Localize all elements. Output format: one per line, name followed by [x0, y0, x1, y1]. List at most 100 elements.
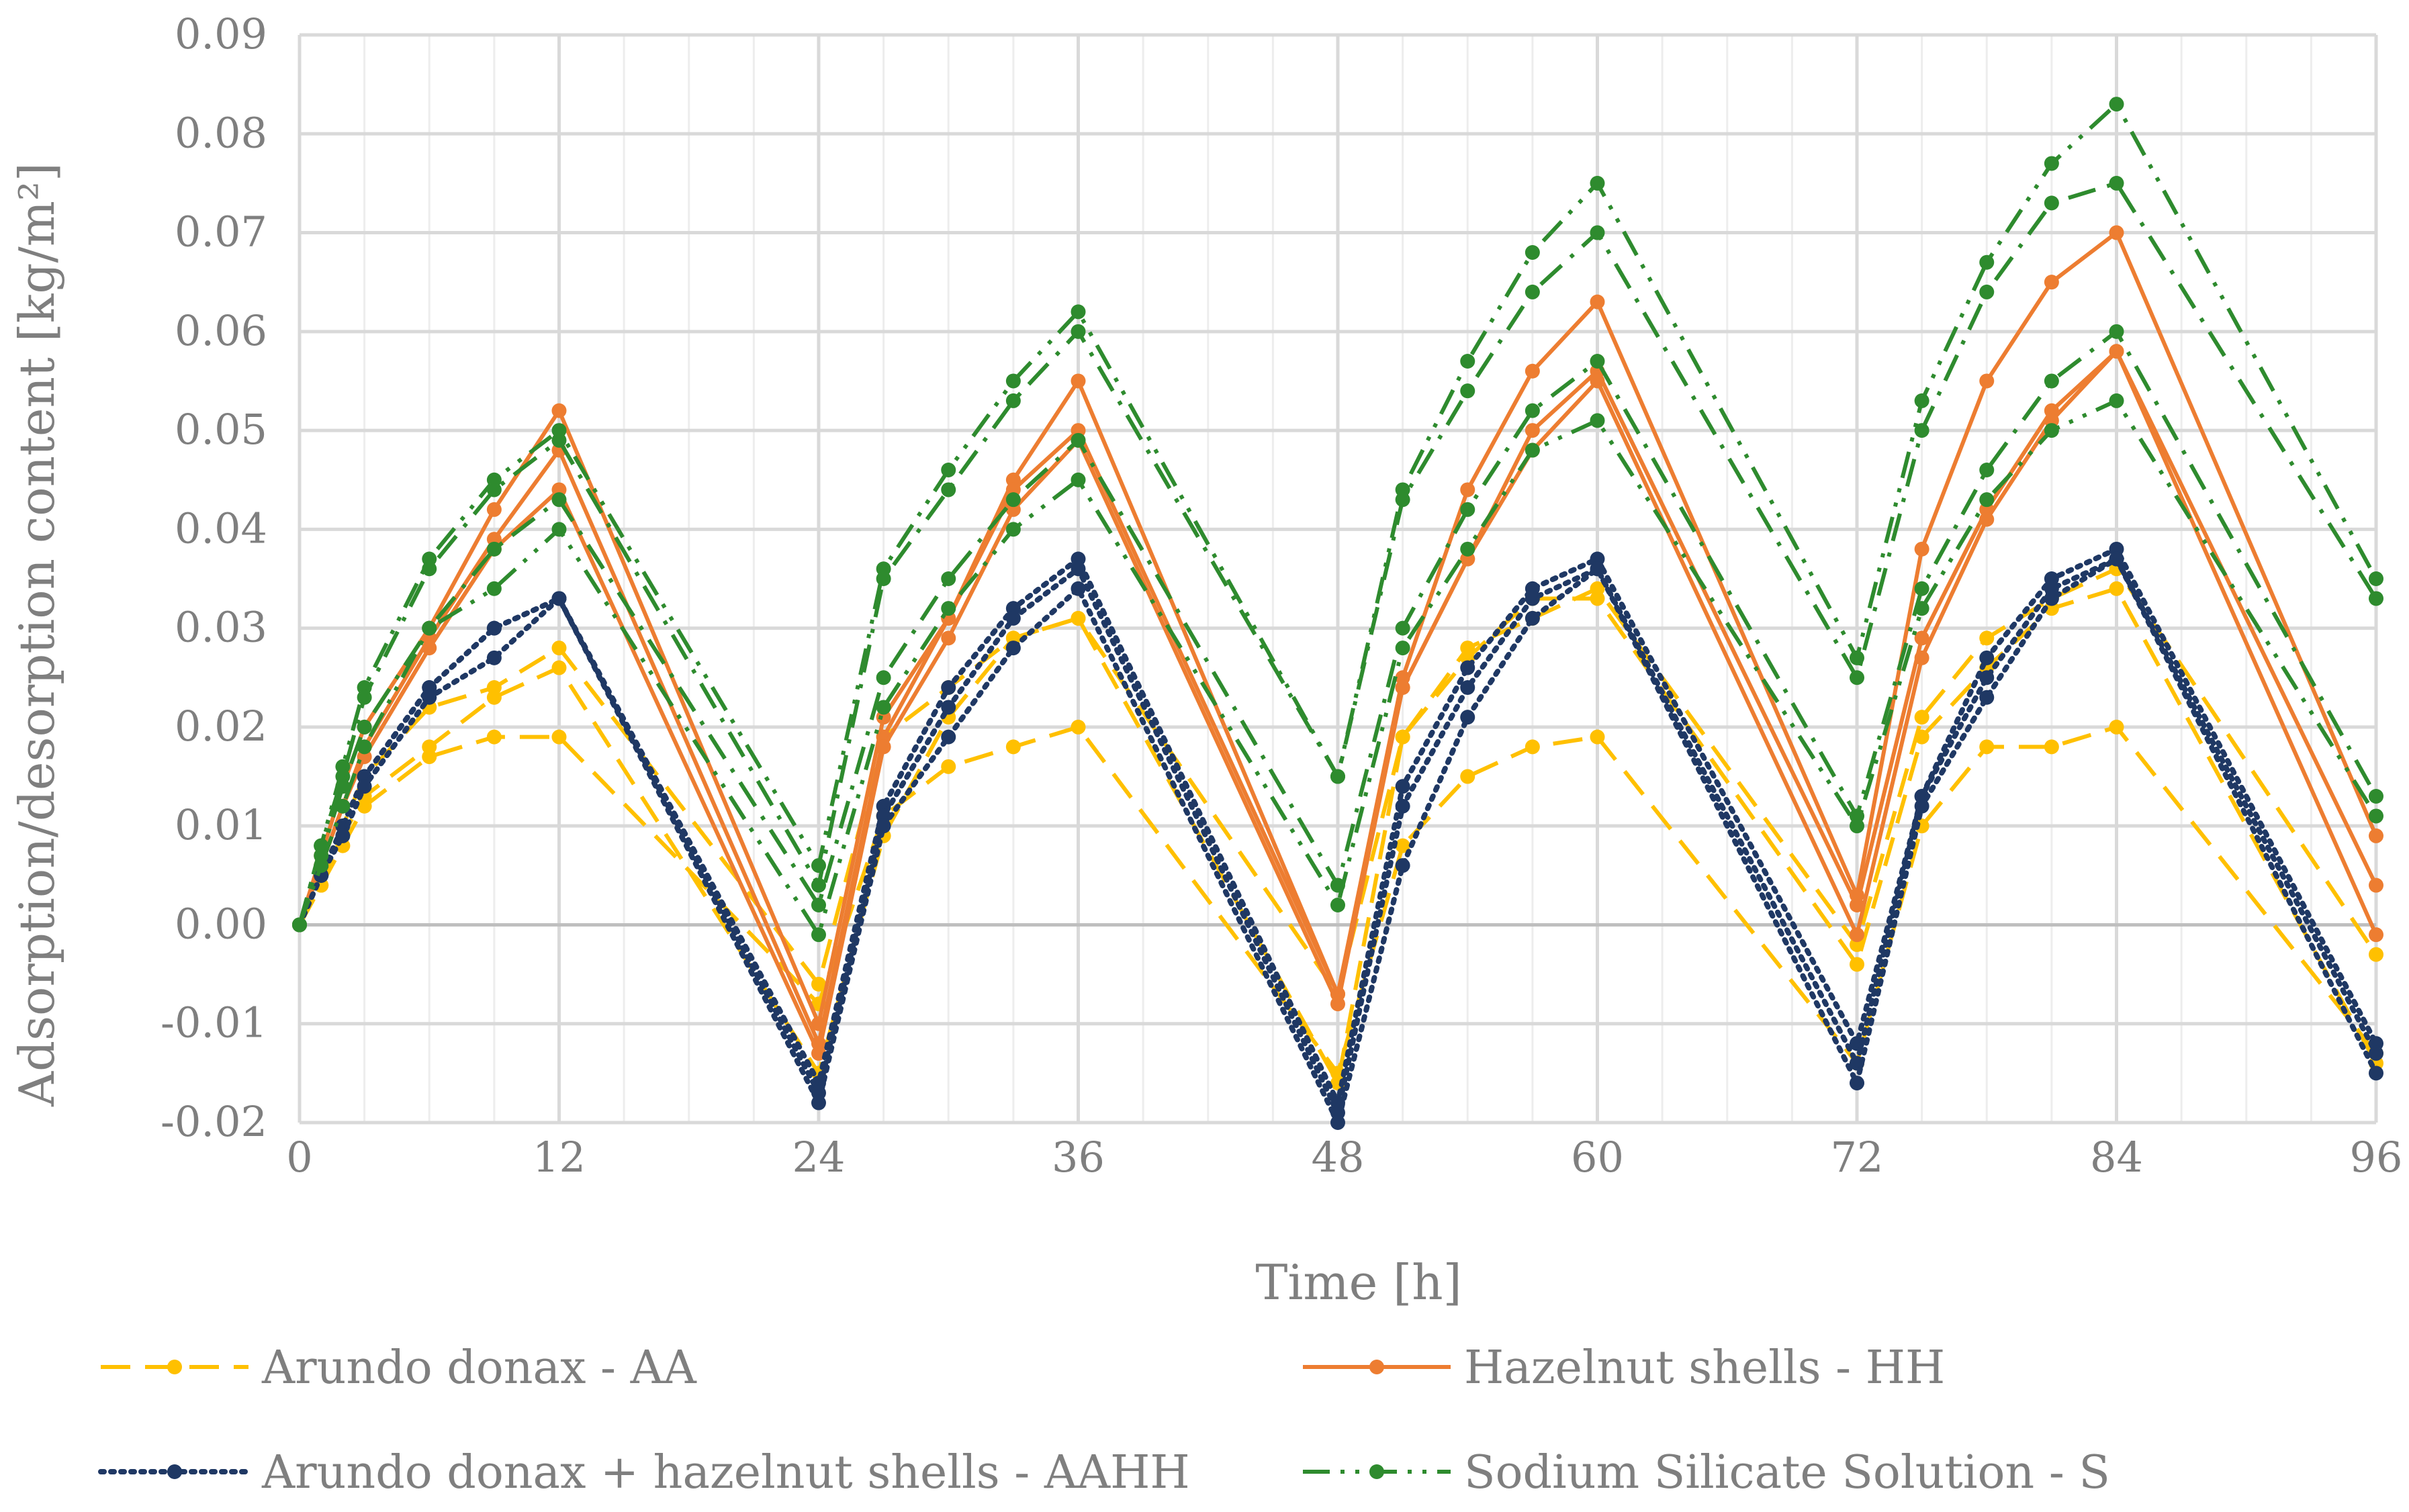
data-point [2044, 591, 2059, 606]
data-point [876, 670, 891, 686]
y-tick-label: 0.05 [175, 405, 267, 454]
data-point [1071, 581, 1086, 596]
data-point [486, 650, 502, 665]
data-point [1914, 729, 1929, 745]
data-point [551, 522, 567, 537]
series-s-12 [292, 393, 2383, 943]
y-tick-label: -0.01 [161, 998, 267, 1047]
data-point [551, 432, 567, 448]
data-point [1914, 541, 1929, 557]
data-point [2109, 393, 2124, 408]
data-point [1979, 512, 1995, 527]
legend-label: Sodium Silicate Solution - S [1464, 1446, 2110, 1499]
series-line [298, 102, 2378, 926]
data-point [1460, 710, 1475, 725]
data-point [357, 719, 372, 735]
data-point [1525, 284, 1540, 299]
data-point [2109, 344, 2124, 359]
data-point [1850, 1076, 1864, 1091]
x-tick-label: 36 [1052, 1133, 1105, 1182]
data-point [486, 729, 502, 745]
data-point [422, 561, 437, 577]
data-point [1914, 423, 1929, 438]
x-tick-label: 0 [286, 1133, 312, 1182]
x-tick-label: 24 [792, 1133, 846, 1182]
x-tick-label: 96 [2350, 1133, 2403, 1182]
data-point [1850, 898, 1864, 912]
data-point [1525, 245, 1540, 260]
data-point [941, 700, 956, 715]
data-point [2109, 719, 2124, 735]
data-point [357, 779, 372, 794]
data-point [551, 591, 567, 606]
data-point [811, 927, 826, 943]
data-point [1071, 304, 1086, 320]
data-point [1590, 175, 1605, 191]
data-point [1330, 996, 1345, 1012]
data-point [1590, 413, 1605, 428]
data-point [1071, 324, 1086, 339]
data-point [1850, 927, 1864, 943]
x-tick-label: 48 [1312, 1133, 1365, 1182]
data-point [1590, 591, 1605, 606]
data-point [1979, 670, 1995, 686]
data-point [1395, 492, 1410, 508]
data-point [486, 690, 502, 705]
data-point [1850, 650, 1864, 665]
legend-item-0: Arundo donax - AA [101, 1341, 697, 1395]
data-point [1071, 432, 1086, 448]
data-point [1850, 957, 1864, 972]
legend-swatch-marker [1369, 1360, 1384, 1374]
data-point [2109, 551, 2124, 567]
data-point [1979, 284, 1995, 299]
data-point [2044, 423, 2059, 438]
data-point [1979, 373, 1995, 389]
data-point [1979, 650, 1995, 665]
data-point [1460, 660, 1475, 675]
data-point [876, 739, 891, 755]
data-point [1525, 591, 1540, 606]
y-tick-label: 0.01 [175, 800, 267, 849]
series-line [298, 586, 2378, 1086]
x-axis-ticks: 0 12 24 36 48 60 72 84 96 [286, 1133, 2402, 1182]
data-point [1914, 710, 1929, 725]
data-point [1460, 354, 1475, 369]
data-point [1590, 294, 1605, 310]
data-point [941, 571, 956, 586]
data-point [1850, 818, 1864, 834]
data-point [551, 641, 567, 656]
data-point [1005, 393, 1021, 408]
data-point [551, 660, 567, 675]
data-point [941, 463, 956, 477]
data-point [1525, 363, 1540, 379]
data-point [1395, 680, 1410, 695]
y-tick-label: -0.02 [161, 1097, 267, 1146]
data-point [2109, 581, 2124, 596]
series-line [298, 398, 2378, 937]
data-point [1525, 442, 1540, 458]
data-point [2044, 739, 2059, 755]
data-point [941, 729, 956, 745]
data-point [941, 759, 956, 774]
data-point [941, 601, 956, 616]
data-point [292, 917, 307, 933]
data-point [1914, 798, 1929, 814]
data-point [1071, 719, 1086, 735]
data-point [1460, 502, 1475, 517]
data-point [357, 739, 372, 755]
y-tick-label: 0.07 [175, 207, 267, 256]
data-point [1005, 492, 1021, 508]
x-tick-label: 84 [2090, 1133, 2143, 1182]
data-point [486, 581, 502, 596]
data-point [486, 620, 502, 636]
data-point [2369, 878, 2383, 893]
data-point [1460, 769, 1475, 784]
data-point [1071, 610, 1086, 626]
data-point [811, 898, 826, 912]
data-point [1005, 373, 1021, 389]
data-point [551, 403, 567, 418]
y-axis-title: Adsorption/desorption content [kg/m²] [9, 162, 65, 1107]
data-point [1395, 798, 1410, 814]
data-point [1979, 492, 1995, 508]
data-point [1525, 610, 1540, 626]
